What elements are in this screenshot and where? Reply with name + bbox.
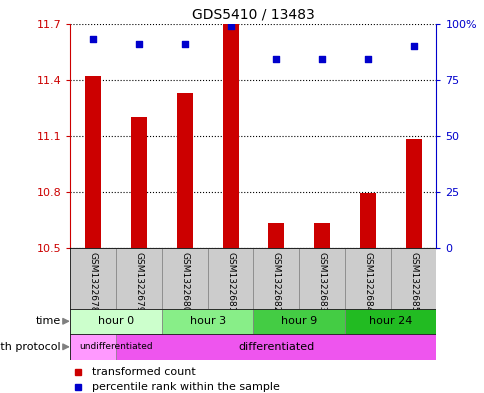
Text: percentile rank within the sample: percentile rank within the sample: [92, 382, 280, 391]
Point: [226, 23, 234, 29]
Text: GSM1322683: GSM1322683: [317, 252, 326, 313]
Point: [272, 56, 280, 62]
Text: GSM1322685: GSM1322685: [408, 252, 417, 313]
Title: GDS5410 / 13483: GDS5410 / 13483: [192, 7, 314, 21]
Bar: [70, 309, 162, 334]
Point: [135, 40, 143, 47]
Text: growth protocol: growth protocol: [0, 342, 60, 352]
Point: [318, 56, 325, 62]
Text: GSM1322678: GSM1322678: [89, 252, 97, 313]
Bar: [116, 334, 436, 360]
Bar: [222, 20, 238, 248]
Bar: [162, 248, 207, 309]
Bar: [70, 334, 162, 360]
Text: differentiated: differentiated: [238, 342, 314, 352]
Bar: [359, 193, 375, 248]
Text: undifferentiated: undifferentiated: [79, 342, 152, 351]
Text: GSM1322682: GSM1322682: [271, 252, 280, 313]
Bar: [405, 140, 421, 248]
Bar: [314, 223, 330, 248]
Point: [181, 40, 188, 47]
Bar: [176, 93, 192, 248]
Bar: [253, 248, 299, 309]
Bar: [299, 248, 344, 309]
Bar: [116, 248, 162, 309]
Point: [409, 43, 417, 49]
Text: GSM1322684: GSM1322684: [363, 252, 372, 313]
Text: transformed count: transformed count: [92, 367, 196, 376]
Bar: [344, 309, 436, 334]
Text: time: time: [35, 316, 60, 326]
Bar: [268, 223, 284, 248]
Bar: [70, 248, 116, 309]
Text: GSM1322679: GSM1322679: [134, 252, 143, 313]
Text: hour 0: hour 0: [98, 316, 134, 326]
Bar: [390, 248, 436, 309]
Bar: [162, 309, 253, 334]
Bar: [131, 117, 147, 248]
Point: [89, 36, 97, 42]
Text: hour 9: hour 9: [281, 316, 317, 326]
Bar: [253, 309, 344, 334]
Point: [363, 56, 371, 62]
Bar: [344, 248, 390, 309]
Text: GSM1322680: GSM1322680: [180, 252, 189, 313]
Text: hour 24: hour 24: [368, 316, 411, 326]
Bar: [207, 248, 253, 309]
Bar: [85, 76, 101, 248]
Text: hour 3: hour 3: [189, 316, 225, 326]
Text: GSM1322681: GSM1322681: [226, 252, 235, 313]
